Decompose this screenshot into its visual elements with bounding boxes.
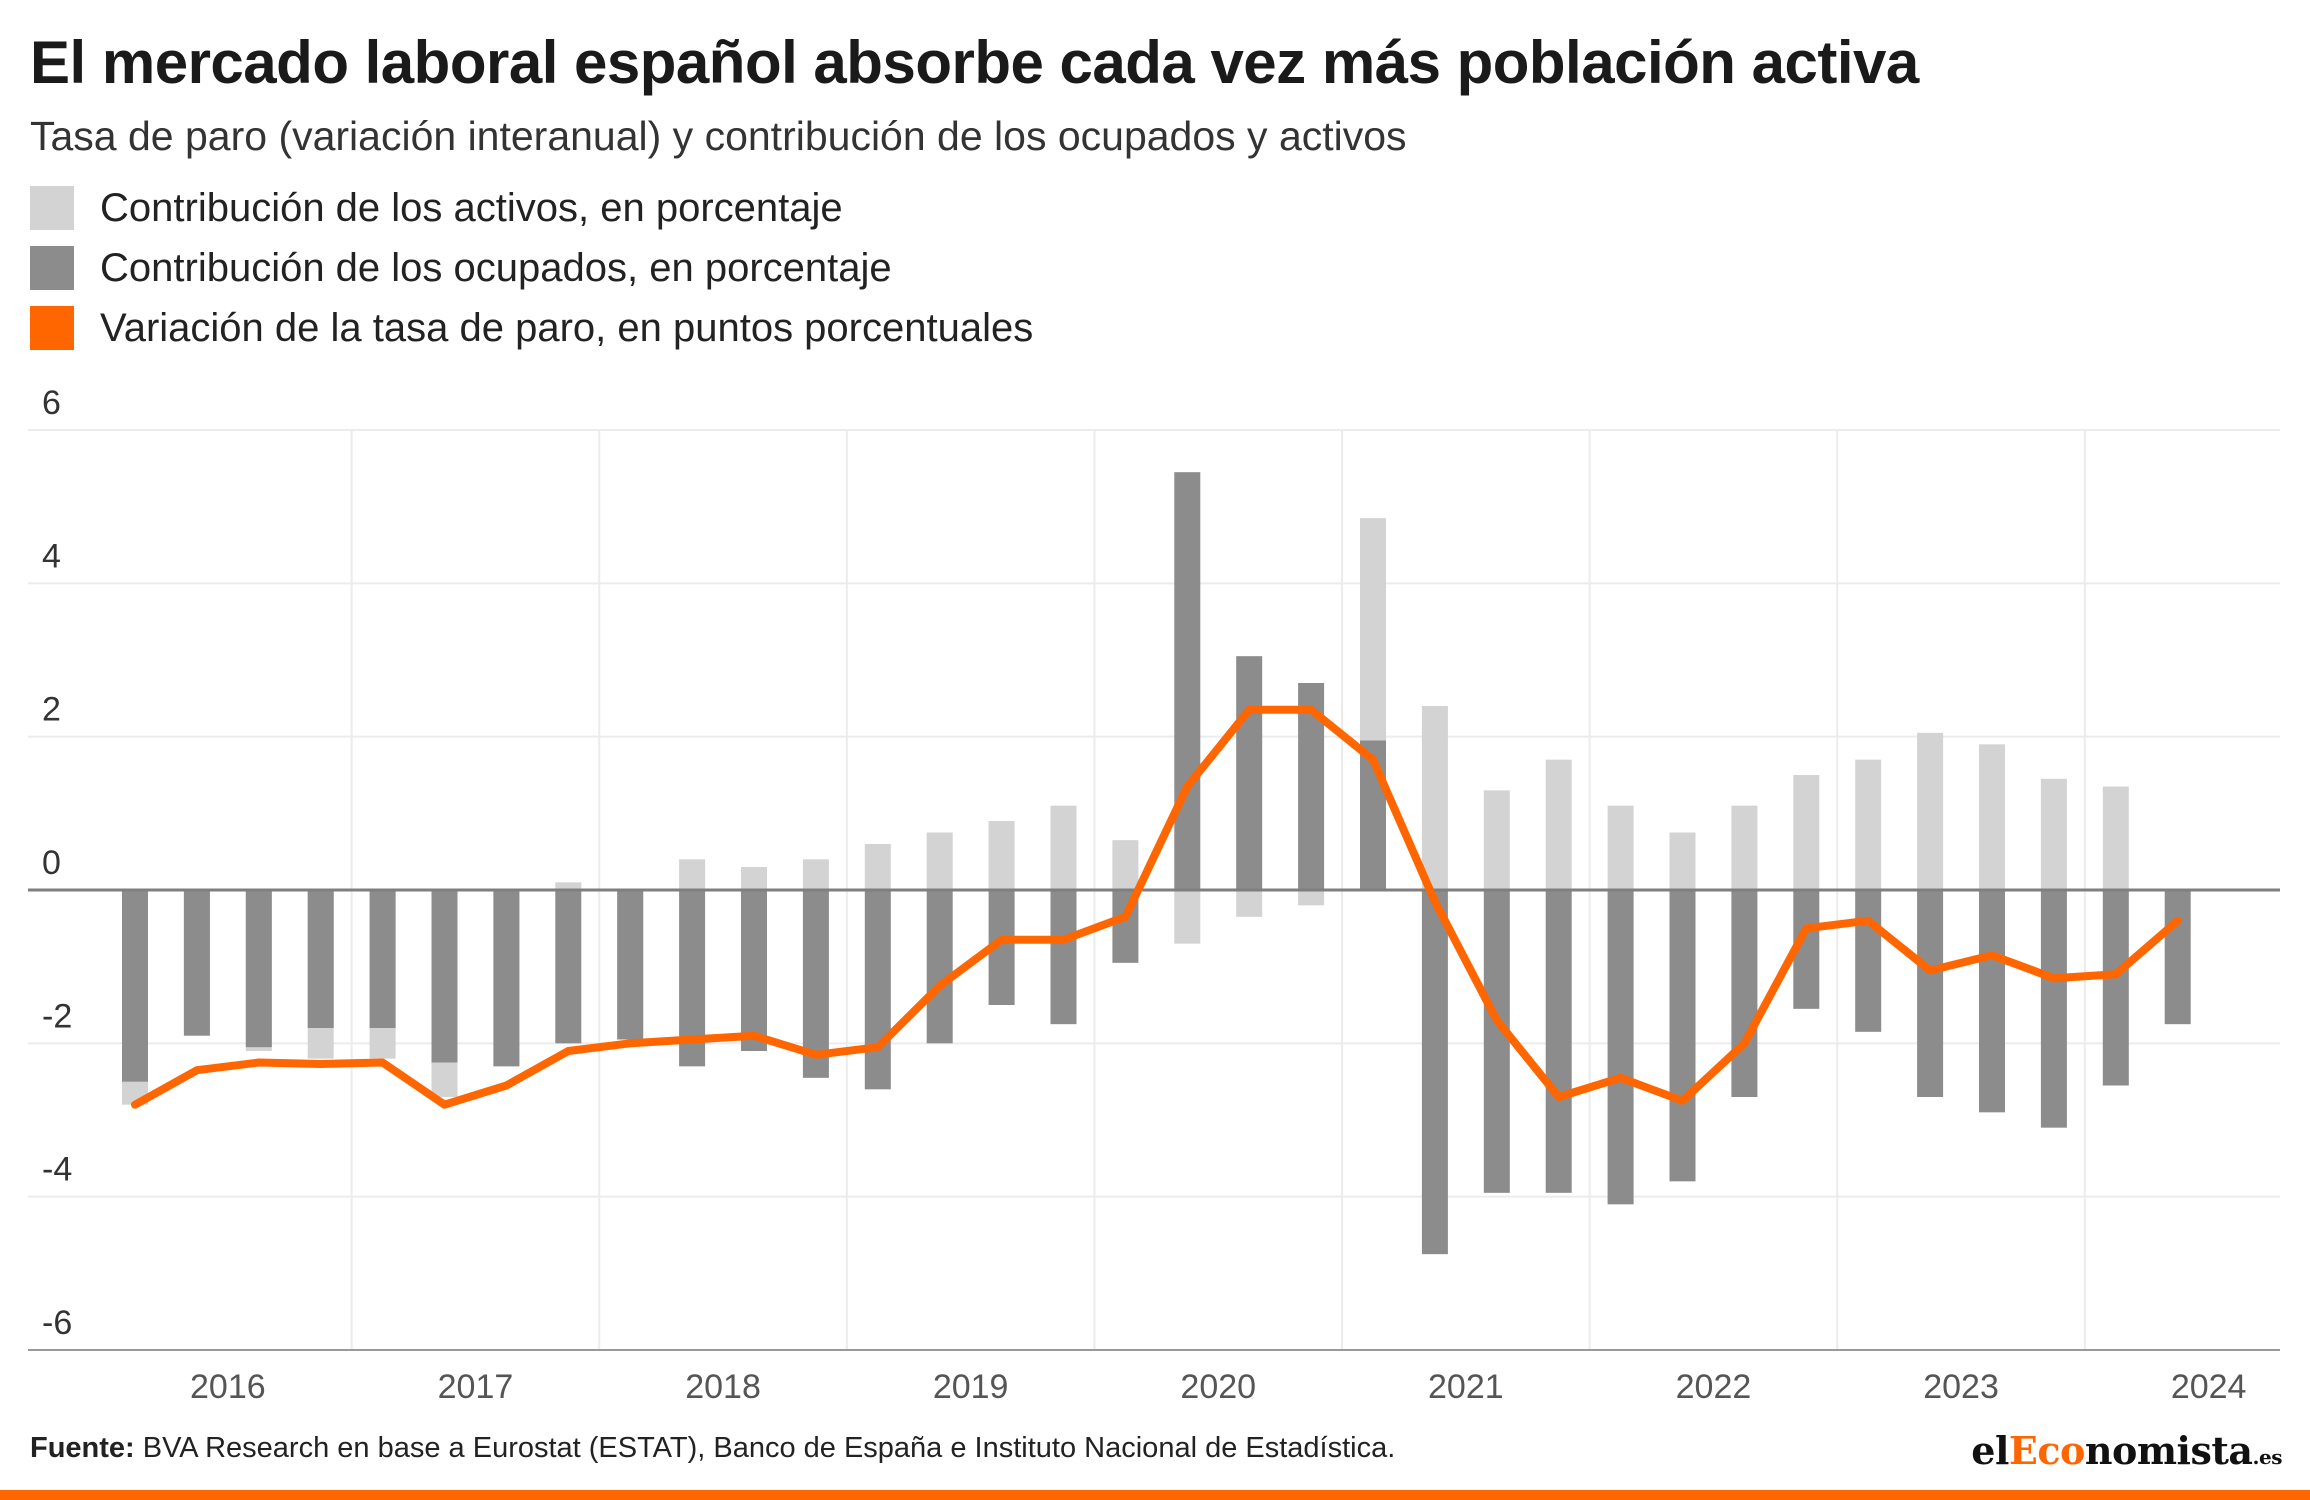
x-tick-label: 2018 (685, 1368, 761, 1406)
bar-ocupados (1979, 890, 2005, 1113)
y-tick-label: 2 (42, 691, 61, 729)
bar-activos (2040, 778, 2067, 890)
source-note: Fuente: BVA Research en base a Eurostat … (30, 1432, 1395, 1465)
bar-ocupados (1917, 890, 1944, 1097)
bar-activos (1855, 759, 1882, 890)
legend-item-ocupados: Contribución de los ocupados, en porcent… (30, 238, 1033, 298)
bar-activos (1050, 805, 1077, 890)
bar-ocupados (1855, 890, 1882, 1032)
bar-activos (1979, 744, 2005, 890)
legend-swatch-activos (30, 186, 74, 230)
bar-activos (864, 844, 891, 890)
bar-ocupados (1236, 656, 1263, 890)
bar-activos (1298, 890, 1325, 906)
x-tick-label: 2023 (1923, 1368, 1999, 1406)
bar-activos (802, 859, 829, 890)
source-label: Fuente: (30, 1432, 135, 1464)
bar-ocupados (555, 890, 582, 1044)
bar-activos (1917, 732, 1944, 890)
bar-ocupados (802, 890, 829, 1078)
bottom-accent-bar (0, 1490, 2310, 1500)
bar-activos (1607, 805, 1634, 890)
bar-ocupados (1607, 890, 1634, 1205)
bar-ocupados (926, 890, 953, 1044)
bar-ocupados (2040, 890, 2067, 1128)
bar-activos (1545, 759, 1572, 890)
y-tick-label: 6 (42, 384, 61, 422)
bar-activos (1793, 775, 1820, 890)
x-tick-label: 2024 (2171, 1368, 2247, 1406)
y-tick-label: -2 (42, 997, 72, 1035)
brand-tld: .es (2252, 1445, 2283, 1469)
legend-item-paro: Variación de la tasa de paro, en puntos … (30, 298, 1033, 358)
bar-ocupados (1669, 890, 1696, 1182)
bar-ocupados (369, 890, 396, 1028)
bar-ocupados (2164, 890, 2191, 1025)
legend-swatch-ocupados (30, 246, 74, 290)
bar-ocupados (1174, 472, 1201, 890)
bar-ocupados (493, 890, 520, 1067)
bar-activos (1421, 706, 1448, 890)
brand-part2: Eco (2008, 1428, 2085, 1473)
line-tasa-paro (131, 705, 2182, 1109)
bar-ocupados (741, 890, 767, 1051)
brand-part3: nomista (2084, 1428, 2253, 1473)
legend-label-ocupados: Contribución de los ocupados, en porcent… (100, 245, 892, 290)
bar-activos (988, 821, 1015, 890)
legend: Contribución de los activos, en porcenta… (30, 178, 1033, 358)
bar-activos (1174, 890, 1201, 944)
x-tick-label: 2019 (933, 1368, 1009, 1406)
bar-ocupados (1483, 890, 1510, 1193)
legend-label-paro: Variación de la tasa de paro, en puntos … (100, 305, 1034, 350)
bar-ocupados (1050, 890, 1077, 1025)
bar-ocupados (617, 890, 644, 1040)
bar-ocupados (2102, 890, 2129, 1086)
bar-activos (1483, 790, 1510, 890)
chart-subtitle: Tasa de paro (variación interanual) y co… (30, 113, 1407, 159)
chart-title: El mercado laboral español absorbe cada … (30, 29, 1919, 96)
x-tick-label: 2016 (190, 1368, 266, 1406)
bar-ocupados (122, 890, 148, 1082)
source-text: BVA Research en base a Eurostat (ESTAT),… (134, 1432, 1396, 1464)
bar-ocupados (431, 890, 458, 1063)
bar-activos (1236, 890, 1263, 917)
bar-activos (1669, 832, 1696, 890)
bar-ocupados (864, 890, 891, 1090)
bar-activos (741, 867, 767, 890)
bar-ocupados (1421, 890, 1448, 1255)
x-tick-label: 2021 (1428, 1368, 1504, 1406)
x-tick-label: 2017 (438, 1368, 514, 1406)
bar-activos (555, 882, 582, 890)
brand-part1: el (1971, 1428, 2009, 1473)
bar-activos (1112, 840, 1139, 890)
bar-ocupados (1545, 890, 1572, 1193)
legend-swatch-paro (30, 306, 74, 350)
y-tick-label: -6 (42, 1304, 72, 1342)
brand-logo: elEconomista.es (1971, 1428, 2282, 1473)
bar-activos (2102, 786, 2129, 890)
bar-ocupados (245, 890, 272, 1048)
bar-activos (926, 832, 953, 890)
bar-ocupados (183, 890, 210, 1036)
x-tick-label: 2020 (1180, 1368, 1256, 1406)
y-tick-label: 0 (42, 844, 61, 882)
bar-ocupados (1731, 890, 1758, 1097)
bar-ocupados (307, 890, 334, 1028)
legend-label-activos: Contribución de los activos, en porcenta… (100, 185, 843, 230)
y-tick-label: 4 (42, 537, 61, 575)
chart-area: 6 4 2 0 -2 -4 -6 2016 2017 2018 2019 2020 2021 2022 20… (28, 384, 2280, 1406)
legend-item-activos: Contribución de los activos, en porcenta… (30, 178, 1033, 238)
bar-activos (679, 859, 706, 890)
y-tick-label: -4 (42, 1151, 72, 1189)
bar-activos (1731, 805, 1758, 890)
x-tick-label: 2022 (1676, 1368, 1752, 1406)
